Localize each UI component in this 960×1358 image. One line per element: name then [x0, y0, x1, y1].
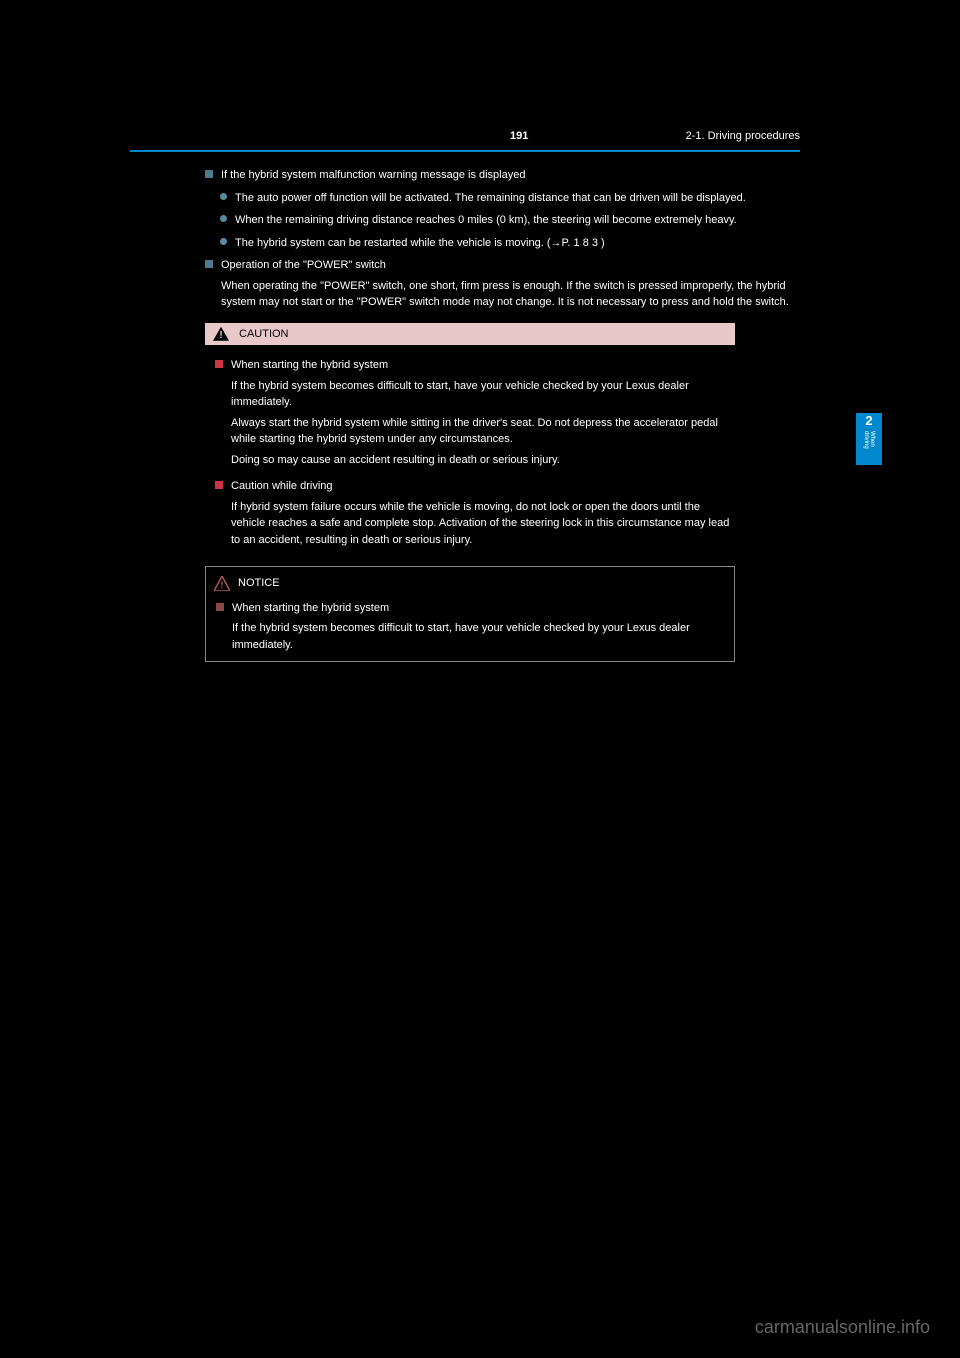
section-title: Operation of the "POWER" switch	[221, 257, 800, 274]
notice-item: When starting the hybrid system If the h…	[214, 600, 726, 654]
caution-text-block: Caution while driving If hybrid system f…	[231, 478, 735, 548]
caution-text: If the hybrid system becomes difficult t…	[231, 378, 735, 411]
caution-title: When starting the hybrid system	[231, 357, 735, 374]
page-number: 191	[510, 130, 528, 142]
red-square-bullet-icon	[215, 481, 223, 489]
page-header: 191 2-1. Driving procedures	[130, 130, 800, 142]
notice-header: ! NOTICE	[214, 575, 726, 592]
caution-text-block: When starting the hybrid system If the h…	[231, 357, 735, 468]
notice-box: ! NOTICE When starting the hybrid system…	[205, 566, 735, 662]
section-title: If the hybrid system malfunction warning…	[221, 167, 800, 184]
maroon-square-bullet-icon	[216, 603, 224, 611]
section-item: Operation of the "POWER" switch When ope…	[130, 257, 800, 311]
svg-text:!: !	[221, 580, 224, 590]
bullet-item: The hybrid system can be restarted while…	[130, 235, 800, 252]
warning-triangle-icon	[213, 327, 229, 341]
caution-text: Always start the hybrid system while sit…	[231, 415, 735, 448]
section-text: When operating the "POWER" switch, one s…	[221, 278, 800, 311]
bullet-text: When the remaining driving distance reac…	[235, 212, 800, 229]
section-header: 2-1. Driving procedures	[686, 130, 800, 142]
bullet-main-text: The hybrid system can be restarted while…	[235, 237, 544, 249]
watermark: carmanualsonline.info	[755, 1317, 930, 1338]
bullet-item: When the remaining driving distance reac…	[130, 212, 800, 229]
bullet-item: The auto power off function will be acti…	[130, 190, 800, 207]
notice-text-block: When starting the hybrid system If the h…	[232, 600, 726, 654]
bullet-text: The hybrid system can be restarted while…	[235, 235, 800, 252]
notice-text: If the hybrid system becomes difficult t…	[232, 620, 726, 653]
circle-bullet-icon	[220, 215, 227, 222]
notice-triangle-icon: !	[214, 576, 230, 591]
caution-item: When starting the hybrid system If the h…	[205, 357, 735, 468]
caution-title: Caution while driving	[231, 478, 735, 495]
section-item: If the hybrid system malfunction warning…	[130, 167, 800, 184]
section-content: Operation of the "POWER" switch When ope…	[221, 257, 800, 311]
red-square-bullet-icon	[215, 360, 223, 368]
page-reference[interactable]: (→P. 1 8 3 )	[547, 237, 605, 249]
square-bullet-icon	[205, 170, 213, 178]
square-bullet-icon	[205, 260, 213, 268]
tab-label: When driving	[863, 431, 875, 465]
circle-bullet-icon	[220, 193, 227, 200]
caution-label: CAUTION	[239, 326, 289, 343]
notice-title: When starting the hybrid system	[232, 600, 726, 617]
caution-content: When starting the hybrid system If the h…	[205, 357, 735, 548]
caution-header: CAUTION	[205, 323, 735, 346]
header-divider	[130, 150, 800, 152]
caution-text: Doing so may cause an accident resulting…	[231, 452, 735, 469]
circle-bullet-icon	[220, 238, 227, 245]
caution-text: If hybrid system failure occurs while th…	[231, 499, 735, 549]
manual-page: 191 2-1. Driving procedures 2 When drivi…	[130, 130, 800, 662]
page-content: If the hybrid system malfunction warning…	[130, 167, 800, 662]
caution-item: Caution while driving If hybrid system f…	[205, 478, 735, 548]
tab-number: 2	[865, 413, 872, 428]
chapter-tab: 2 When driving	[856, 413, 882, 465]
bullet-text: The auto power off function will be acti…	[235, 190, 800, 207]
notice-label: NOTICE	[238, 575, 280, 592]
